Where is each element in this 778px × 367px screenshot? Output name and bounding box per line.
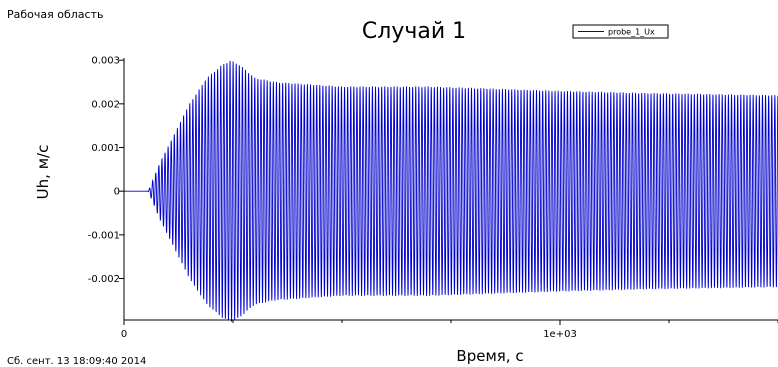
y-tick-label: -0.001 xyxy=(88,230,120,241)
chart-title: Случай 1 xyxy=(362,19,466,44)
x-tick-label: 1e+03 xyxy=(543,329,577,340)
x-axis-label: Время, с xyxy=(456,347,523,365)
legend: probe_1_Ux xyxy=(572,24,669,39)
y-tick-label: 0.002 xyxy=(91,99,120,110)
y-tick-label: -0.002 xyxy=(88,274,120,285)
legend-label: probe_1_Ux xyxy=(608,28,655,37)
timestamp: Сб. сент. 13 18:09:40 2014 xyxy=(7,356,147,367)
y-tick-label: 0 xyxy=(114,187,120,198)
y-tick-label: 0.001 xyxy=(91,143,120,154)
legend-box xyxy=(572,24,669,39)
workspace-label: Рабочая область xyxy=(7,8,104,21)
x-tick-label: 0 xyxy=(121,329,127,340)
plot-area xyxy=(124,60,778,322)
y-axis-label: Uh, м/с xyxy=(34,145,52,200)
series-line-probe-1-ux xyxy=(124,60,778,322)
x-ticks: 0 1e+03 xyxy=(121,320,778,340)
y-ticks: 0.003 0.002 0.001 0 -0.001 -0.002 xyxy=(88,56,124,285)
y-tick-label: 0.003 xyxy=(91,56,120,67)
